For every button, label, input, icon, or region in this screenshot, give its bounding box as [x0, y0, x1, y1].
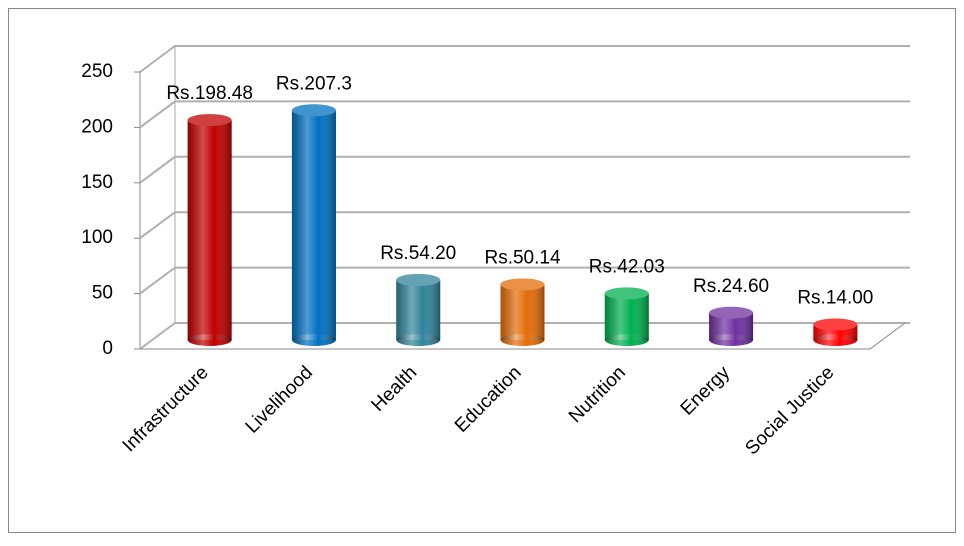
- data-label: Rs.14.00: [797, 288, 873, 309]
- bar-bottom-shade: [187, 334, 232, 346]
- grid-line: [139, 211, 910, 240]
- bar-top-light: [291, 104, 336, 117]
- bar-bottom-shade: [396, 334, 441, 346]
- bar-top: [709, 306, 754, 319]
- data-label: Rs.207.3: [276, 73, 352, 94]
- bar-shade: [500, 284, 545, 340]
- data-label: Rs.24.60: [693, 276, 769, 297]
- bar-shade: [604, 293, 649, 340]
- bar-top: [291, 104, 336, 117]
- bar-top: [187, 114, 232, 127]
- bar-bottom-shade: [813, 334, 858, 346]
- y-tick-label: 100: [81, 227, 113, 248]
- bar-shade: [187, 120, 232, 340]
- bar-bottom-shade: [604, 334, 649, 346]
- bar-top-light: [500, 278, 545, 291]
- floor: [140, 322, 906, 350]
- bar-shade: [396, 279, 441, 340]
- bar-bottom-shade: [709, 334, 754, 346]
- bar-top: [604, 287, 649, 300]
- y-tick-label: 50: [92, 283, 113, 304]
- grid-line: [139, 322, 910, 350]
- chart-frame: [8, 8, 956, 533]
- bar-top-light: [709, 306, 754, 319]
- data-label: Rs.198.48: [166, 83, 253, 104]
- bar-bottom-shade: [500, 334, 545, 346]
- data-label: Rs.50.14: [484, 247, 560, 268]
- y-tick-label: 150: [81, 172, 113, 193]
- bar-shade: [291, 110, 336, 340]
- bar-top: [396, 273, 441, 286]
- bar-top: [813, 318, 858, 331]
- bar-top-light: [813, 318, 858, 331]
- y-tick-label: 200: [81, 116, 113, 137]
- bar-top-light: [604, 287, 649, 300]
- bar-top-light: [187, 114, 232, 127]
- y-tick-label: 0: [102, 338, 113, 359]
- grid-line: [139, 100, 910, 129]
- grid-line: [139, 266, 910, 295]
- bar-bottom-shade: [291, 334, 336, 346]
- bar-top: [500, 278, 545, 291]
- grid-line: [139, 155, 910, 184]
- data-label: Rs.42.03: [589, 256, 665, 277]
- grid-line: [139, 45, 910, 73]
- bar-top-light: [396, 273, 441, 286]
- y-tick-label: 250: [81, 61, 113, 82]
- data-label: Rs.54.20: [380, 243, 456, 264]
